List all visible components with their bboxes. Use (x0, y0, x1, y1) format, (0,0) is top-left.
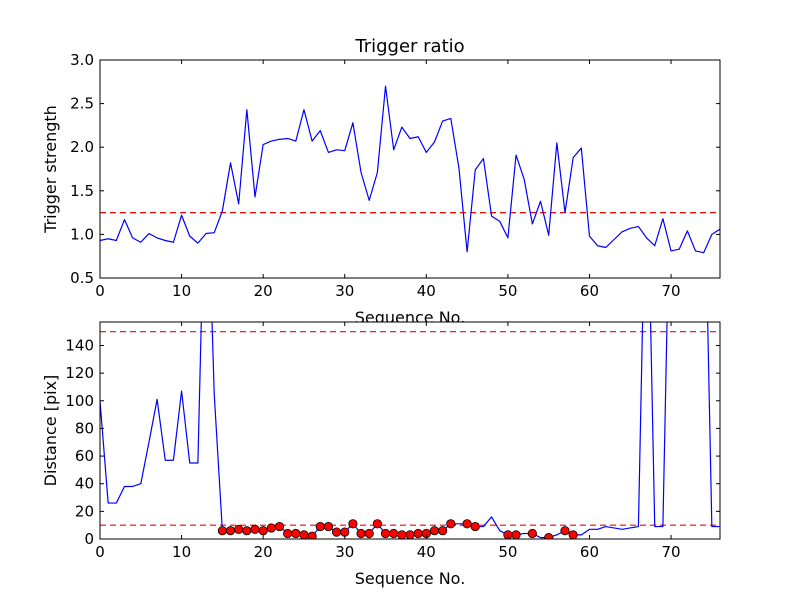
data-point-marker (331, 527, 342, 537)
x-tick-label: 50 (498, 282, 517, 300)
data-point-marker (405, 530, 415, 539)
data-point-marker (470, 521, 480, 532)
data-point-marker (527, 528, 537, 539)
data-point-marker (389, 528, 399, 539)
x-tick-label: 70 (662, 543, 681, 561)
x-tick-label: 40 (417, 543, 436, 561)
data-point-marker (348, 519, 358, 529)
data-point-marker (217, 526, 227, 536)
axes-frame (99, 321, 721, 540)
data-point-marker (364, 528, 374, 539)
data-point-marker (544, 533, 554, 539)
x-tick-label: 70 (662, 282, 681, 300)
data-point-marker (250, 524, 260, 534)
plot-content (100, 85, 720, 254)
data-point-marker (438, 526, 448, 536)
data-point-marker (225, 526, 236, 536)
plot-area (100, 322, 720, 539)
x-tick-label: 20 (254, 282, 273, 300)
data-point-marker (258, 526, 268, 536)
y-tick-label: 2.0 (70, 138, 94, 156)
data-point-marker (274, 521, 285, 532)
data-point-marker (462, 519, 472, 529)
y-tick-label: 80 (75, 419, 94, 437)
y-tick-label: 2.5 (70, 95, 94, 113)
y-tick-label: 1.0 (70, 225, 94, 243)
data-point-marker (307, 531, 317, 539)
trigger-ratio-chart: 0 10 20 30 40 50 60 70 0.5 1.0 1.5 2.0 2.5 3.0 Trigger… (41, 36, 721, 327)
data-point-marker (283, 528, 293, 539)
plot-area (100, 60, 720, 278)
series-line (100, 85, 720, 254)
data-point-marker (511, 530, 521, 539)
data-point-marker (397, 530, 407, 539)
y-tick-label: 60 (75, 447, 94, 465)
x-tick-label: 40 (417, 282, 436, 300)
axes-frame (99, 59, 721, 279)
x-tick-label: 20 (254, 543, 273, 561)
data-point-marker (560, 526, 570, 536)
x-tick-label: 50 (498, 543, 517, 561)
data-point-marker (234, 524, 244, 534)
x-tick-label: 10 (172, 282, 191, 300)
y-tick-label: 40 (75, 475, 94, 493)
x-tick-label: 60 (580, 543, 599, 561)
data-point-marker (356, 528, 366, 539)
data-point-marker (323, 521, 334, 532)
y-axis-label: Distance [pix] (41, 375, 60, 487)
data-point-marker (413, 528, 423, 539)
x-tick-label: 60 (580, 282, 599, 300)
y-tick-label: 120 (65, 364, 94, 382)
x-tick-label: 10 (172, 543, 191, 561)
data-point-marker (568, 530, 578, 539)
plot-content (100, 322, 720, 539)
data-point-marker (429, 526, 440, 536)
x-tick-label: 30 (335, 543, 354, 561)
distance-chart: 0 10 20 30 40 50 60 70 0 20 40 60 80 100 120 140 Sequenc… (41, 321, 721, 588)
y-tick-label: 140 (65, 336, 94, 354)
x-tick-label: 0 (95, 282, 105, 300)
y-axis-label: Trigger strength (41, 105, 60, 234)
y-tick-label: 0.5 (70, 269, 94, 287)
data-point-marker (380, 528, 391, 539)
x-axis-label: Sequence No. (355, 569, 466, 588)
data-point-marker (315, 521, 325, 532)
data-point-marker (291, 528, 301, 539)
data-point-marker (299, 530, 309, 539)
y-tick-label: 3.0 (70, 51, 94, 69)
data-point-marker (372, 519, 382, 529)
data-point-marker (446, 519, 456, 529)
data-point-marker (266, 523, 276, 533)
x-tick-label: 0 (95, 543, 105, 561)
y-tick-label: 0 (84, 530, 94, 548)
x-tick-label: 30 (335, 282, 354, 300)
y-tick-label: 1.5 (70, 182, 94, 200)
chart-title: Trigger ratio (354, 36, 464, 57)
y-tick-label: 20 (75, 502, 94, 520)
y-tick-label: 100 (65, 392, 94, 410)
data-point-marker (242, 526, 252, 536)
